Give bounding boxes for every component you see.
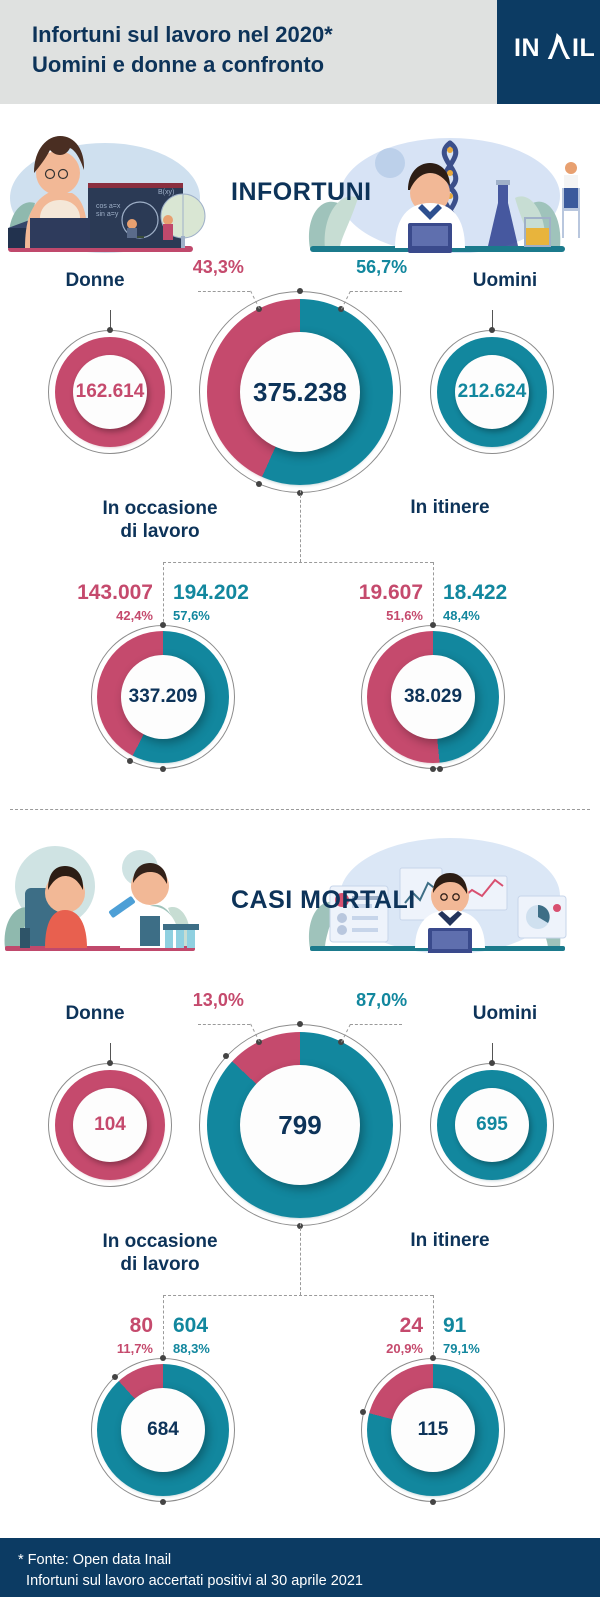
svg-text:B(xy): B(xy): [158, 189, 174, 196]
svg-text:cos a=x: cos a=x: [96, 203, 121, 210]
svg-text:sin a=y: sin a=y: [96, 211, 119, 218]
